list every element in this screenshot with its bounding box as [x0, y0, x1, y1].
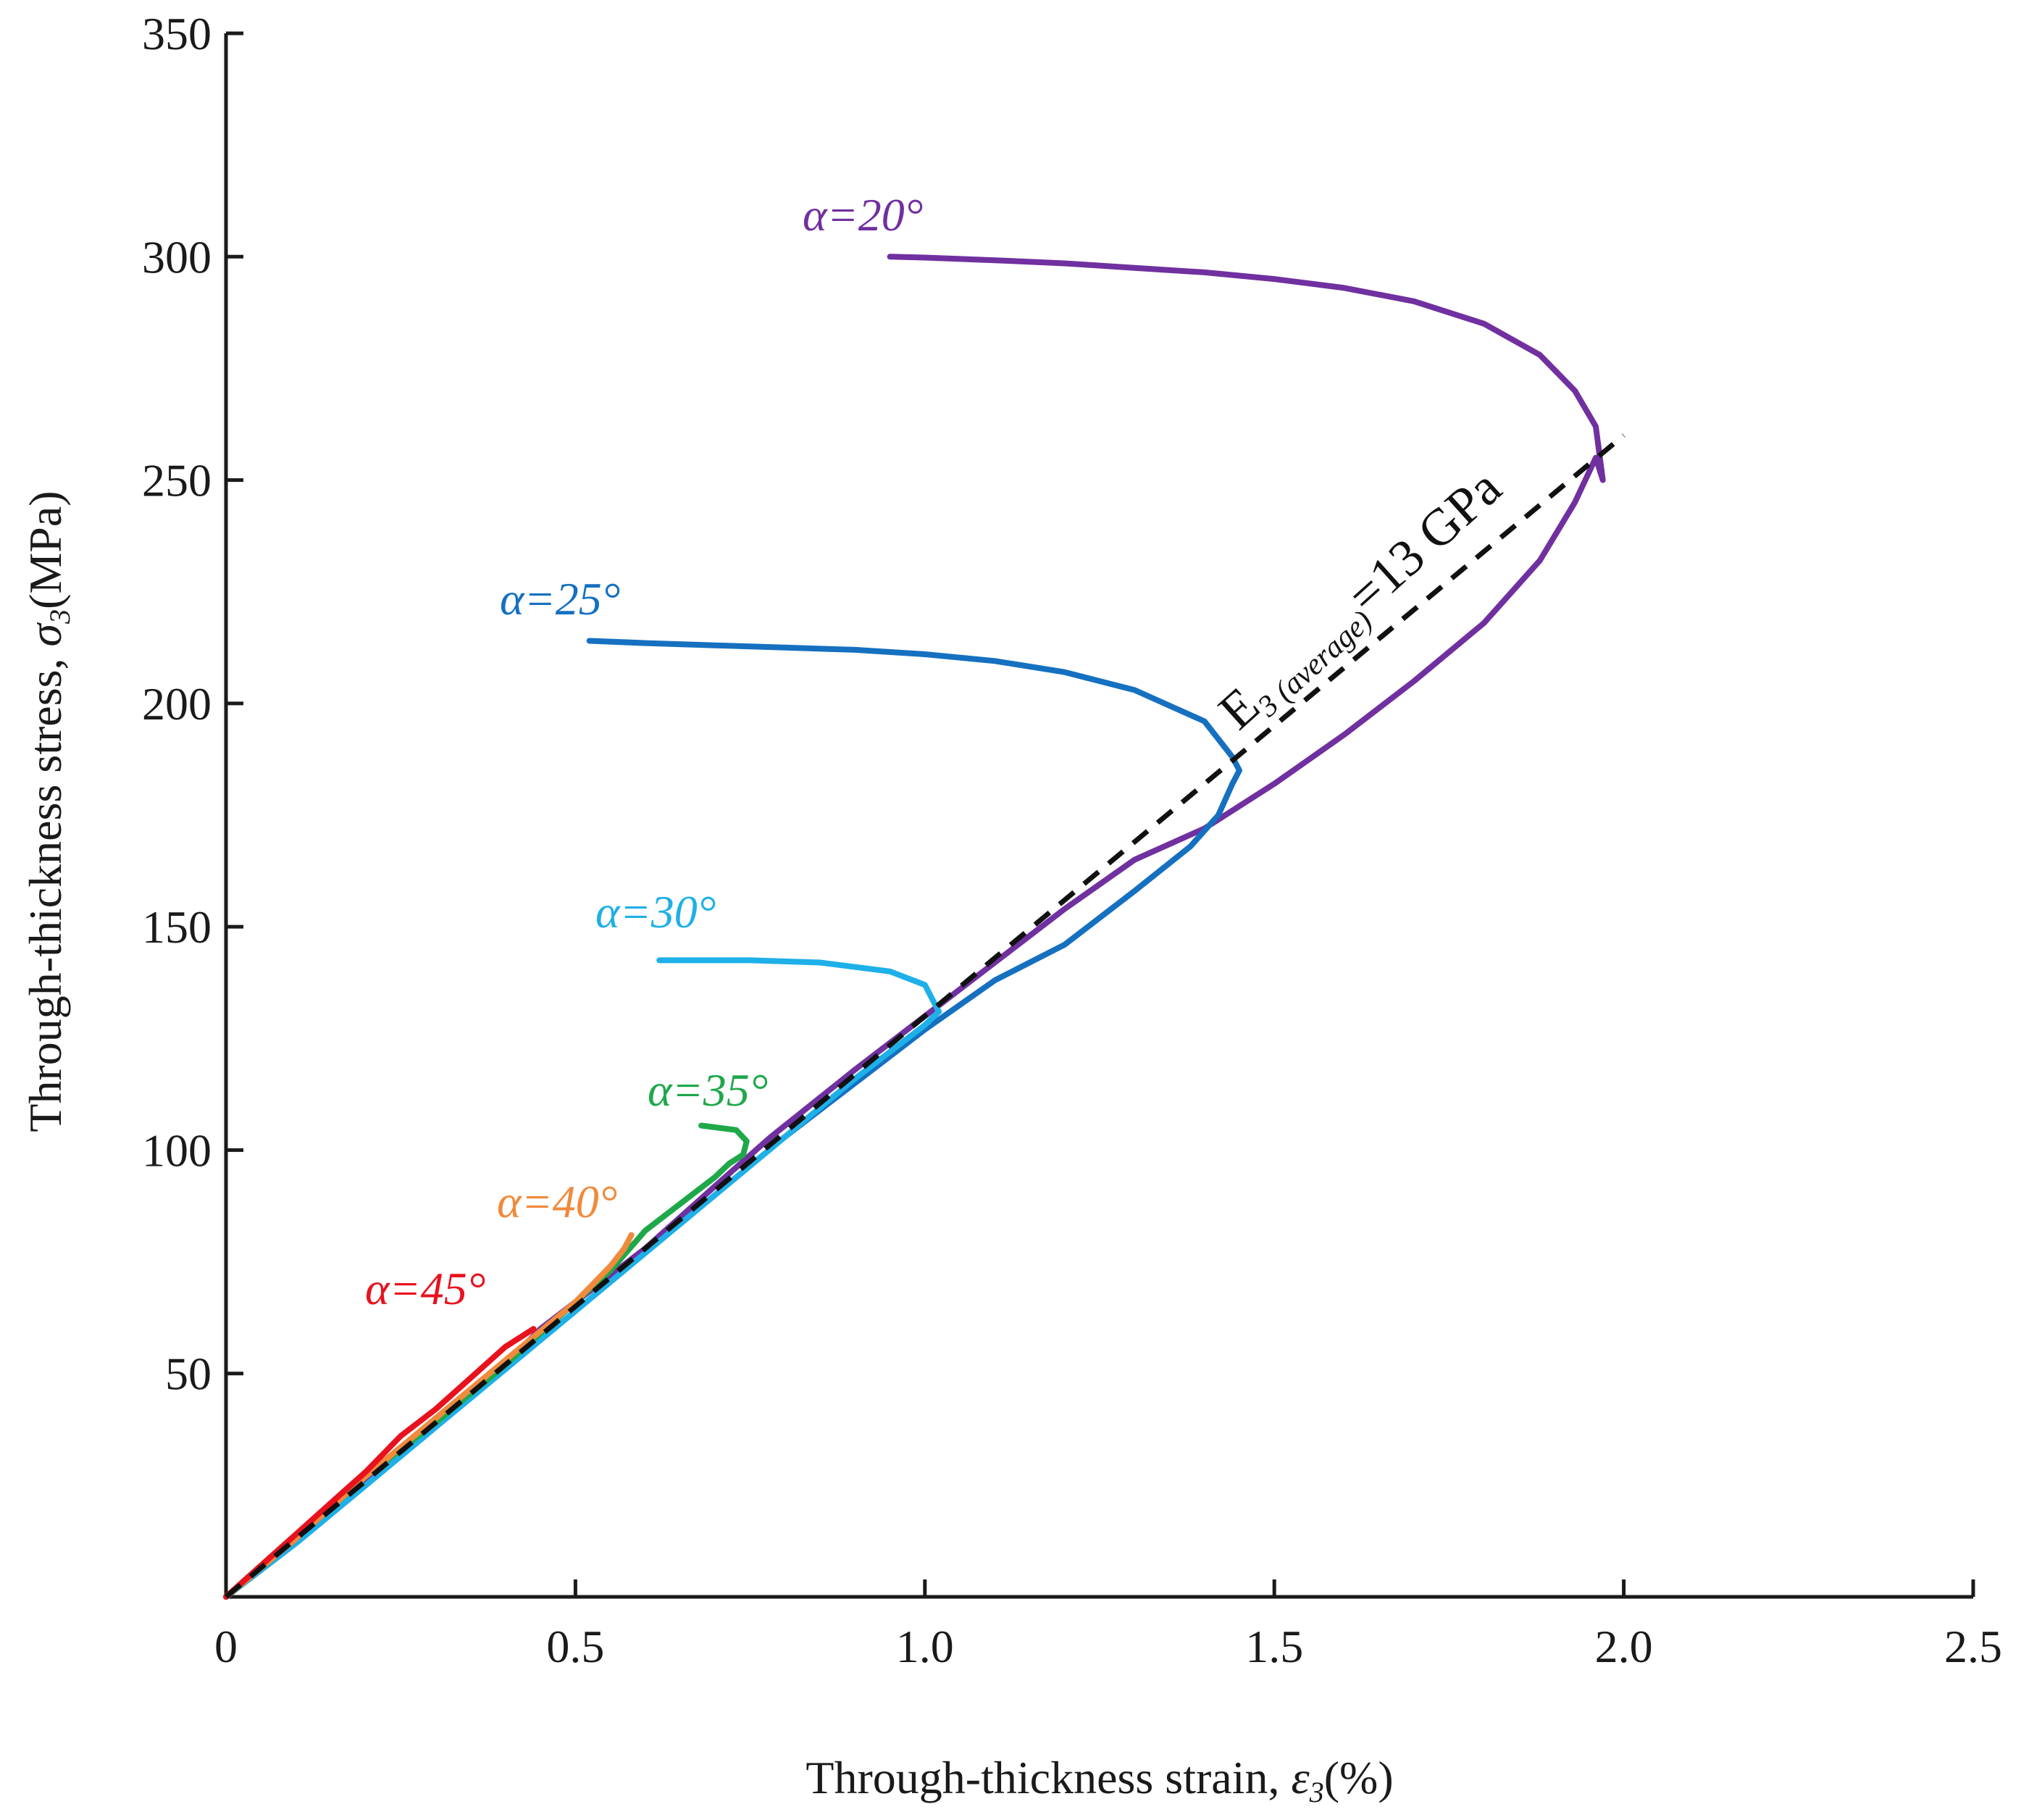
series-label-alpha-45: α=45° [365, 1263, 485, 1314]
e3-average-annotation: E3 (average)=13 GPa [1208, 458, 1516, 745]
series-line-alpha-25 [223, 638, 1242, 1600]
series-label-alpha-30: α=30° [595, 886, 716, 938]
x-tick-label: 1.5 [1245, 1621, 1303, 1672]
x-tick-label: 2.0 [1595, 1621, 1653, 1672]
y-tick-label: 200 [142, 678, 212, 730]
series-label-alpha-20: α=20° [803, 189, 923, 241]
series-line-alpha-45 [223, 1326, 537, 1600]
x-tick-label: 0.5 [546, 1621, 604, 1672]
y-tick-label: 100 [142, 1124, 212, 1176]
x-tick-label: 2.5 [1944, 1621, 2002, 1672]
tick-marks [224, 31, 1975, 1597]
y-tick-label: 350 [142, 8, 212, 59]
tick-labels: 0 0.5 1.0 1.5 2.0 2.5 50 100 150 200 250 300 350 [142, 8, 2002, 1672]
y-tick-label: 300 [142, 231, 212, 283]
series-line-alpha-20 [223, 254, 1606, 1600]
series-line-alpha-30 [223, 957, 942, 1600]
y-tick-label: 250 [142, 455, 212, 506]
series-label-alpha-25: α=25° [500, 573, 620, 625]
y-tick-label: 50 [165, 1348, 212, 1400]
x-tick-label: 1.0 [896, 1621, 954, 1672]
x-tick-label: 0 [214, 1621, 238, 1672]
series-line-alpha-40 [223, 1232, 635, 1600]
e3-average-reference-line [224, 433, 1625, 1599]
series-layer [223, 254, 1606, 1600]
series-label-alpha-35: α=35° [648, 1064, 768, 1116]
y-axis-title: Through-thickness stress, σ3(MPa) [20, 491, 76, 1132]
axes [224, 33, 1973, 1599]
x-axis-title: Through-thickness strain, ε3(%) [806, 1752, 1393, 1808]
series-label-alpha-40: α=40° [497, 1176, 617, 1227]
y-tick-label: 150 [142, 901, 212, 953]
